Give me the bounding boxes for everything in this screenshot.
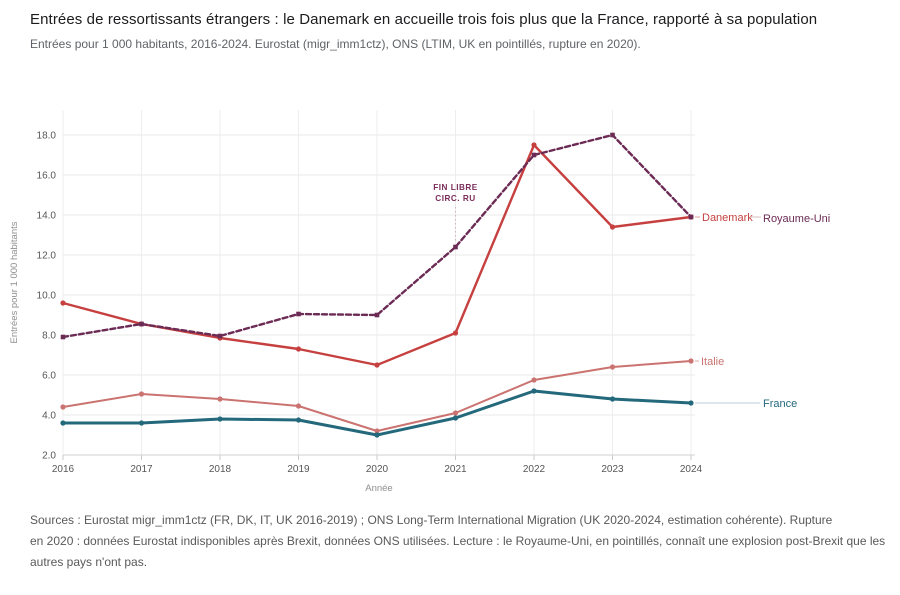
- annotation-fin-libre-circ-ru: FIN LIBRE CIRC. RU: [433, 183, 478, 241]
- svg-text:2017: 2017: [130, 464, 153, 475]
- svg-text:18.0: 18.0: [37, 131, 57, 142]
- svg-text:2019: 2019: [287, 464, 310, 475]
- page-subtitle: Entrées pour 1 000 habitants, 2016-2024.…: [30, 37, 641, 51]
- svg-text:2020: 2020: [366, 464, 389, 475]
- line-chart: 2.0 4.0 6.0 8.0 10.0 12.0 14.0 16.0 18.0 2016 2017…: [0, 100, 900, 505]
- source-note: Sources : Eurostat migr_imm1ctz (FR, DK,…: [30, 510, 900, 573]
- series-line-italie: [60, 358, 694, 434]
- svg-text:FIN LIBRE: FIN LIBRE: [433, 183, 478, 192]
- x-axis-tick-labels: 2016 2017 2018 2019 2020 2021 2022 2023 2024: [52, 464, 703, 475]
- svg-text:14.0: 14.0: [37, 211, 57, 222]
- svg-text:2023: 2023: [601, 464, 624, 475]
- svg-text:2022: 2022: [523, 464, 546, 475]
- series-line-france: [60, 388, 694, 438]
- source-line-3: autres pays n'ont pas.: [30, 555, 148, 569]
- gridlines: [62, 110, 695, 460]
- series-line-royaume-uni: [60, 132, 694, 340]
- source-line-1: Sources : Eurostat migr_imm1ctz (FR, DK,…: [30, 513, 833, 527]
- series-label-royaume-uni: Royaume-Uni: [763, 213, 830, 225]
- y-axis-title: Entrées pour 1 000 habitants: [9, 221, 20, 343]
- series-label-italie: Italie: [701, 356, 724, 368]
- svg-text:10.0: 10.0: [37, 291, 57, 302]
- svg-text:8.0: 8.0: [42, 331, 56, 342]
- svg-text:2021: 2021: [444, 464, 467, 475]
- svg-text:6.0: 6.0: [42, 371, 56, 382]
- svg-text:4.0: 4.0: [42, 411, 56, 422]
- svg-text:2.0: 2.0: [42, 451, 56, 462]
- source-line-2: en 2020 : données Eurostat indisponibles…: [30, 534, 886, 548]
- series-label-danemark: Danemark: [702, 212, 753, 224]
- series-end-labels: Danemark Royaume-Uni Italie France: [695, 212, 830, 410]
- svg-text:2024: 2024: [680, 464, 703, 475]
- series-label-france: France: [763, 398, 797, 410]
- line-chart-svg: 2.0 4.0 6.0 8.0 10.0 12.0 14.0 16.0 18.0 2016 2017…: [9, 110, 830, 494]
- x-axis-title: Année: [365, 483, 392, 494]
- page-title: Entrées de ressortissants étrangers : le…: [30, 11, 818, 28]
- svg-text:16.0: 16.0: [37, 171, 57, 182]
- svg-text:2018: 2018: [209, 464, 232, 475]
- svg-text:CIRC. RU: CIRC. RU: [435, 194, 475, 203]
- y-axis-tick-labels: 2.0 4.0 6.0 8.0 10.0 12.0 14.0 16.0 18.0: [37, 131, 57, 462]
- svg-text:2016: 2016: [52, 464, 75, 475]
- svg-text:12.0: 12.0: [37, 251, 57, 262]
